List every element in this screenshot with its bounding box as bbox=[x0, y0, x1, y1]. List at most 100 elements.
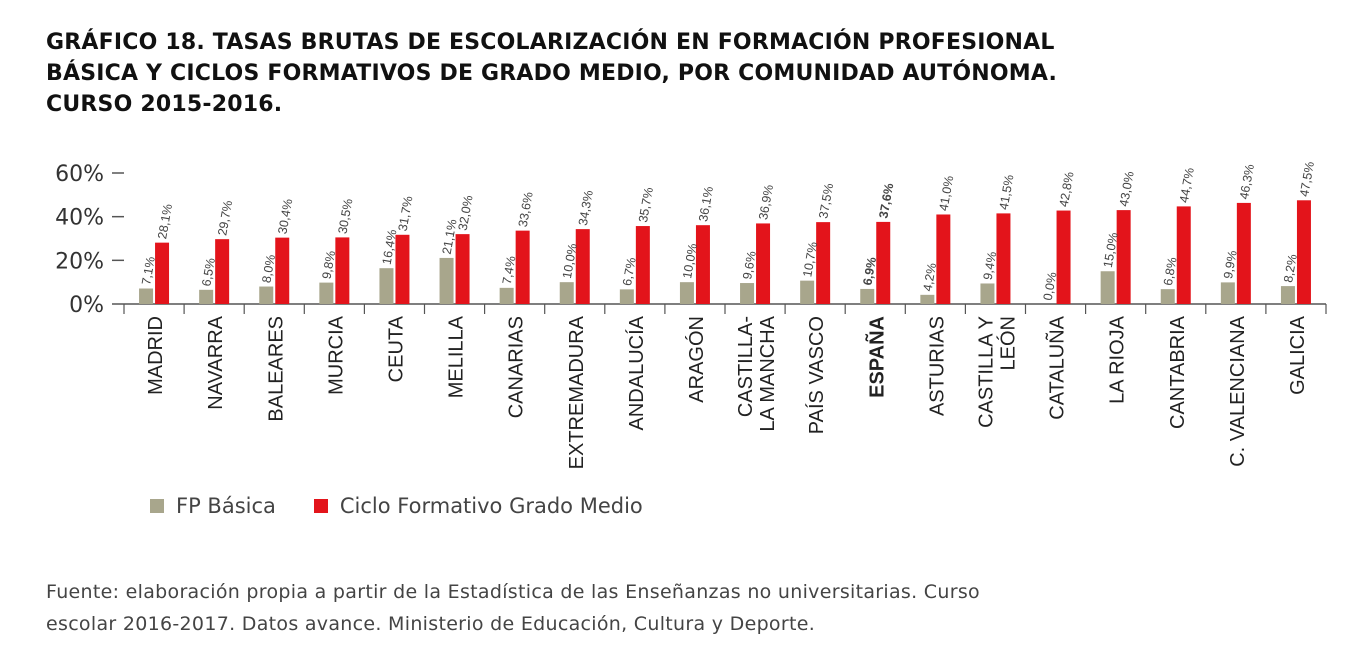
bar-fp-basica bbox=[199, 289, 214, 304]
chart-title-line-1: GRÁFICO 18. TASAS BRUTAS DE ESCOLARIZACI… bbox=[46, 30, 1055, 55]
bar-ciclo bbox=[936, 214, 951, 304]
legend-label-ciclo: Ciclo Formativo Grado Medio bbox=[339, 494, 643, 518]
data-label-ciclo: 44,7% bbox=[1177, 167, 1197, 204]
bar-fp-basica bbox=[1160, 289, 1175, 304]
legend-item-ciclo: Ciclo Formativo Grado Medio bbox=[313, 494, 643, 518]
x-category-label: ANDALUCÍA bbox=[625, 315, 648, 430]
data-label-fp-basica: 7,1% bbox=[139, 256, 158, 286]
data-label-ciclo: 28,1% bbox=[155, 203, 175, 240]
data-label-fp-basica: 9,4% bbox=[981, 250, 1000, 280]
legend-label-fp-basica: FP Básica bbox=[176, 494, 276, 518]
x-category-label: CASTILLA Y bbox=[975, 316, 997, 428]
bar-fp-basica bbox=[319, 282, 334, 304]
data-label-fp-basica: 6,9% bbox=[860, 256, 879, 286]
x-category-label: MELILLA bbox=[446, 315, 468, 398]
x-category-label: PAÍS VASCO bbox=[805, 316, 828, 434]
data-label-fp-basica: 0,0% bbox=[1041, 271, 1060, 301]
x-category-label: GALICIA bbox=[1287, 315, 1309, 395]
x-category-label: CEUTA bbox=[385, 315, 407, 382]
chart-legend: FP Básica Ciclo Formativo Grado Medio bbox=[150, 494, 681, 518]
y-tick-label: 0% bbox=[69, 293, 104, 318]
chart-title: GRÁFICO 18. TASAS BRUTAS DE ESCOLARIZACI… bbox=[46, 27, 1306, 120]
bar-ciclo bbox=[1236, 202, 1251, 304]
data-label-ciclo: 37,5% bbox=[816, 182, 836, 219]
x-category-label: MADRID bbox=[145, 316, 167, 395]
bar-fp-basica bbox=[259, 286, 274, 304]
data-label-ciclo: 30,5% bbox=[336, 198, 356, 235]
bar-fp-basica bbox=[139, 288, 154, 304]
x-category-label: C. VALENCIANA bbox=[1227, 315, 1249, 466]
data-label-fp-basica: 10,7% bbox=[800, 241, 820, 278]
bar-ciclo bbox=[996, 213, 1011, 304]
data-label-ciclo: 43,0% bbox=[1117, 170, 1137, 207]
bar-ciclo bbox=[1176, 206, 1191, 304]
data-label-fp-basica: 9,8% bbox=[320, 250, 339, 280]
data-label-ciclo: 34,3% bbox=[576, 189, 596, 226]
data-label-ciclo: 36,9% bbox=[756, 184, 776, 221]
bar-ciclo bbox=[515, 230, 530, 304]
x-category-label: LEÓN bbox=[996, 316, 1019, 370]
data-label-ciclo: 36,1% bbox=[696, 185, 716, 222]
bar-ciclo bbox=[155, 242, 170, 304]
data-label-ciclo: 31,7% bbox=[396, 195, 416, 232]
y-tick-label: 40% bbox=[55, 206, 104, 231]
bar-ciclo bbox=[335, 237, 350, 304]
data-label-ciclo: 29,7% bbox=[215, 199, 235, 236]
data-label-fp-basica: 8,0% bbox=[259, 254, 278, 284]
bar-fp-basica bbox=[860, 288, 875, 304]
bar-ciclo bbox=[275, 237, 290, 304]
x-category-label: NAVARRA bbox=[205, 315, 227, 409]
data-label-fp-basica: 10,0% bbox=[560, 242, 580, 279]
x-category-label: BALEARES bbox=[265, 316, 287, 422]
bar-ciclo bbox=[635, 226, 650, 304]
data-label-ciclo: 35,7% bbox=[636, 186, 656, 223]
data-label-ciclo: 42,8% bbox=[1057, 171, 1077, 208]
x-category-label: LA MANCHA bbox=[757, 315, 779, 431]
bar-fp-basica bbox=[920, 294, 935, 304]
bar-ciclo bbox=[1056, 210, 1071, 304]
data-label-fp-basica: 6,8% bbox=[1161, 256, 1180, 286]
bar-fp-basica bbox=[679, 282, 694, 304]
bar-fp-basica bbox=[1220, 282, 1235, 304]
bar-ciclo bbox=[395, 234, 410, 304]
x-category-label: CASTILLA- bbox=[735, 316, 757, 417]
bar-ciclo bbox=[876, 221, 891, 304]
data-label-fp-basica: 9,6% bbox=[740, 250, 759, 280]
data-label-fp-basica: 21,1% bbox=[440, 218, 460, 255]
bar-fp-basica bbox=[800, 280, 815, 304]
chart-title-line-2: BÁSICA Y CICLOS FORMATIVOS DE GRADO MEDI… bbox=[46, 61, 1058, 86]
bar-fp-basica bbox=[980, 283, 995, 304]
data-label-fp-basica: 4,2% bbox=[921, 262, 940, 292]
x-category-label: CATALUÑA bbox=[1045, 315, 1069, 419]
data-label-fp-basica: 7,4% bbox=[500, 255, 519, 285]
bar-ciclo bbox=[215, 239, 230, 304]
data-label-ciclo: 41,0% bbox=[937, 175, 957, 212]
bar-ciclo bbox=[695, 225, 710, 304]
data-label-ciclo: 46,3% bbox=[1237, 163, 1257, 200]
data-label-fp-basica: 8,2% bbox=[1281, 253, 1300, 283]
bar-fp-basica bbox=[1100, 271, 1115, 304]
y-tick-label: 60% bbox=[55, 162, 104, 187]
bar-chart: 0% 20% 40% 60% 7,1% 28,1% MADRID 6,5% 29,7% NAVAR… bbox=[55, 160, 1327, 469]
chart-title-line-3: CURSO 2015-2016. bbox=[46, 92, 283, 117]
bar-ciclo bbox=[455, 234, 470, 304]
x-category-label: ESPAÑA bbox=[865, 316, 888, 398]
bar-fp-basica bbox=[559, 282, 574, 304]
bar-fp-basica bbox=[619, 289, 634, 304]
data-label-fp-basica: 6,5% bbox=[199, 257, 218, 287]
bar-fp-basica bbox=[439, 257, 454, 304]
data-label-ciclo: 30,4% bbox=[275, 198, 295, 235]
x-category-label: CANARIAS bbox=[506, 316, 528, 418]
source-note: Fuente: elaboración propia a partir de l… bbox=[46, 576, 1336, 640]
data-label-ciclo: 32,0% bbox=[456, 194, 476, 231]
y-tick-label: 20% bbox=[55, 249, 104, 274]
bar-fp-basica bbox=[1280, 286, 1295, 304]
bar-fp-basica bbox=[740, 283, 755, 304]
data-label-fp-basica: 6,7% bbox=[620, 256, 639, 286]
data-label-fp-basica: 10,0% bbox=[680, 242, 700, 279]
data-label-ciclo: 47,5% bbox=[1297, 160, 1317, 197]
legend-swatch-ciclo bbox=[313, 499, 328, 513]
bar-fp-basica bbox=[379, 268, 394, 304]
bar-ciclo bbox=[1116, 210, 1131, 304]
x-category-label: CANTABRIA bbox=[1167, 315, 1189, 429]
